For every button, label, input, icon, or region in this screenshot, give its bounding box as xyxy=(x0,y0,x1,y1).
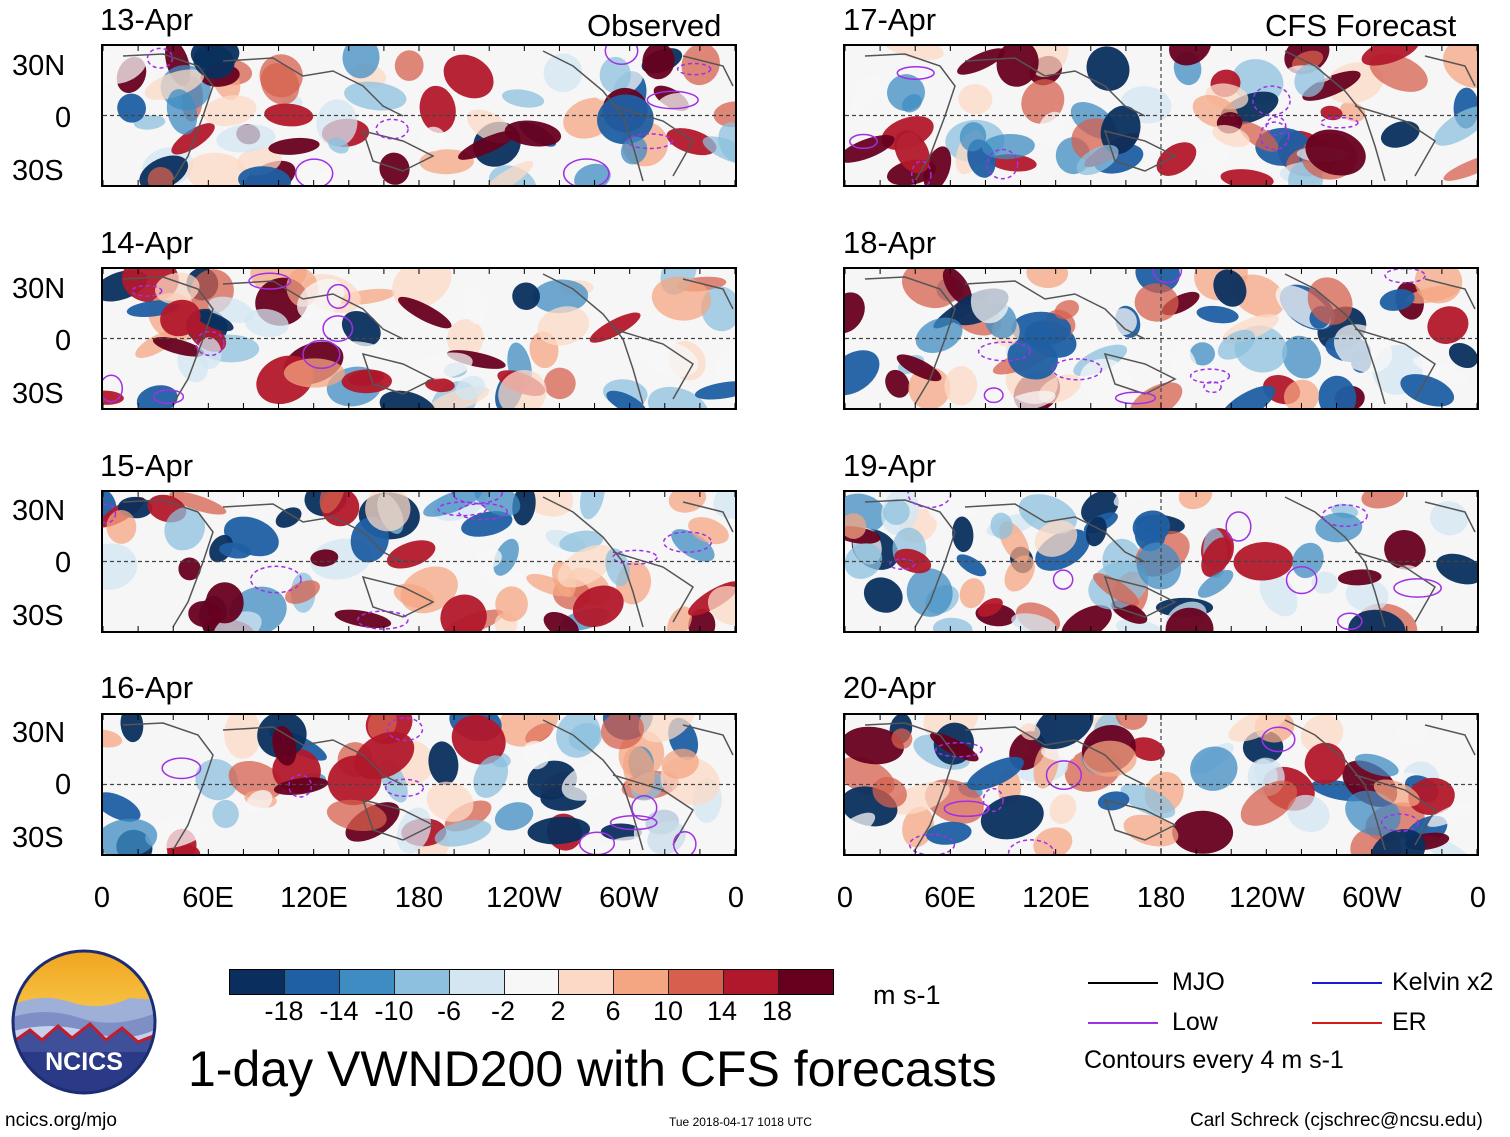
wind-field-map xyxy=(845,715,1477,854)
ncics-logo: NCICS xyxy=(10,948,158,1096)
wind-field-map xyxy=(103,269,735,408)
lon-label: 120W xyxy=(486,882,562,914)
panel-date-19apr: 19-Apr xyxy=(843,448,937,483)
lat-label: 30S xyxy=(12,822,64,854)
map-panel-20apr xyxy=(843,713,1479,856)
wind-field-map xyxy=(845,492,1477,631)
lat-label: 30S xyxy=(12,378,64,410)
wind-field-map xyxy=(845,269,1477,408)
wind-field-map xyxy=(845,46,1477,185)
panel-date-15apr: 15-Apr xyxy=(100,448,194,483)
legend-er-label: ER xyxy=(1392,1008,1427,1036)
colorbar-swatch xyxy=(559,970,615,994)
figure-title: 1-day VWND200 with CFS forecasts xyxy=(188,1041,997,1097)
map-panel-13apr xyxy=(101,44,737,187)
colorbar-tick: 18 xyxy=(761,996,793,1026)
colorbar-swatch xyxy=(230,970,285,994)
lon-label: 0 xyxy=(836,882,854,914)
colorbar-units: m s-1 xyxy=(873,980,941,1010)
legend-mjo-line xyxy=(1088,982,1158,984)
colorbar xyxy=(229,969,834,995)
lat-label: 30S xyxy=(12,600,64,632)
lon-label: 120W xyxy=(1229,882,1305,914)
legend-er-line xyxy=(1312,1022,1382,1024)
footer-timestamp: Tue 2018-04-17 1018 UTC xyxy=(669,1115,812,1129)
colorbar-swatch xyxy=(669,970,725,994)
colorbar-tick: 2 xyxy=(550,996,566,1026)
colorbar-tick: -14 xyxy=(319,996,359,1026)
colorbar-tick: -6 xyxy=(436,996,462,1026)
colorbar-tick: -2 xyxy=(490,996,516,1026)
panel-tag-observed: Observed xyxy=(587,8,722,43)
panel-date-17apr: 17-Apr xyxy=(843,2,937,37)
lon-label: 60E xyxy=(924,882,976,914)
map-panel-19apr xyxy=(843,490,1479,633)
colorbar-tick: 10 xyxy=(652,996,684,1026)
footer-credit: Carl Schreck (cjschrec@ncsu.edu) xyxy=(1190,1110,1483,1131)
legend-low-label: Low xyxy=(1172,1008,1218,1036)
lon-label: 60W xyxy=(599,882,659,914)
lon-label: 0 xyxy=(93,882,111,914)
map-panel-15apr xyxy=(101,490,737,633)
wind-field-map xyxy=(103,46,735,185)
legend-low-line xyxy=(1088,1022,1158,1024)
colorbar-swatch xyxy=(449,970,505,994)
panel-date-14apr: 14-Apr xyxy=(100,225,194,260)
lon-label: 0 xyxy=(1469,882,1487,914)
lon-label: 60W xyxy=(1342,882,1402,914)
colorbar-tick: -18 xyxy=(264,996,304,1026)
lon-label: 120E xyxy=(1022,882,1090,914)
lat-label: 30N xyxy=(12,717,66,749)
legend-kelvin-label: Kelvin x2 xyxy=(1392,968,1494,996)
colorbar-swatch xyxy=(284,970,340,994)
colorbar-tick: 6 xyxy=(605,996,621,1026)
colorbar-tick: 14 xyxy=(706,996,738,1026)
map-panel-14apr xyxy=(101,267,737,410)
panel-date-13apr: 13-Apr xyxy=(100,2,194,37)
lat-label: 30N xyxy=(12,50,66,82)
panel-tag-cfs-forecast: CFS Forecast xyxy=(1265,8,1457,43)
colorbar-swatch xyxy=(614,970,670,994)
colorbar-swatch xyxy=(779,970,833,994)
lon-label: 180 xyxy=(394,882,444,914)
lon-label: 120E xyxy=(280,882,348,914)
map-panel-16apr xyxy=(101,713,737,856)
wind-field-map xyxy=(103,715,735,854)
colorbar-swatch xyxy=(504,970,560,994)
map-panel-17apr xyxy=(843,44,1479,187)
legend-note: Contours every 4 m s-1 xyxy=(1084,1046,1344,1074)
lat-label: 30N xyxy=(12,495,66,527)
panel-date-18apr: 18-Apr xyxy=(843,225,937,260)
lat-label: 0 xyxy=(55,325,72,357)
legend-mjo-label: MJO xyxy=(1172,968,1225,996)
colorbar-tick: -10 xyxy=(374,996,414,1026)
colorbar-swatch xyxy=(394,970,450,994)
footer-url: ncics.org/mjo xyxy=(5,1110,117,1131)
wind-field-map xyxy=(103,492,735,631)
lon-label: 180 xyxy=(1136,882,1186,914)
lat-label: 0 xyxy=(55,547,72,579)
lat-label: 30N xyxy=(12,273,66,305)
lat-label: 0 xyxy=(55,102,72,134)
lat-label: 0 xyxy=(55,769,72,801)
logo-text: NCICS xyxy=(45,1048,123,1076)
panel-date-16apr: 16-Apr xyxy=(100,670,194,705)
lon-label: 0 xyxy=(727,882,745,914)
colorbar-swatch xyxy=(339,970,395,994)
colorbar-swatch xyxy=(724,970,780,994)
panel-date-20apr: 20-Apr xyxy=(843,670,937,705)
legend-kelvin-line xyxy=(1312,982,1382,984)
map-panel-18apr xyxy=(843,267,1479,410)
lat-label: 30S xyxy=(12,155,64,187)
lon-label: 60E xyxy=(182,882,234,914)
